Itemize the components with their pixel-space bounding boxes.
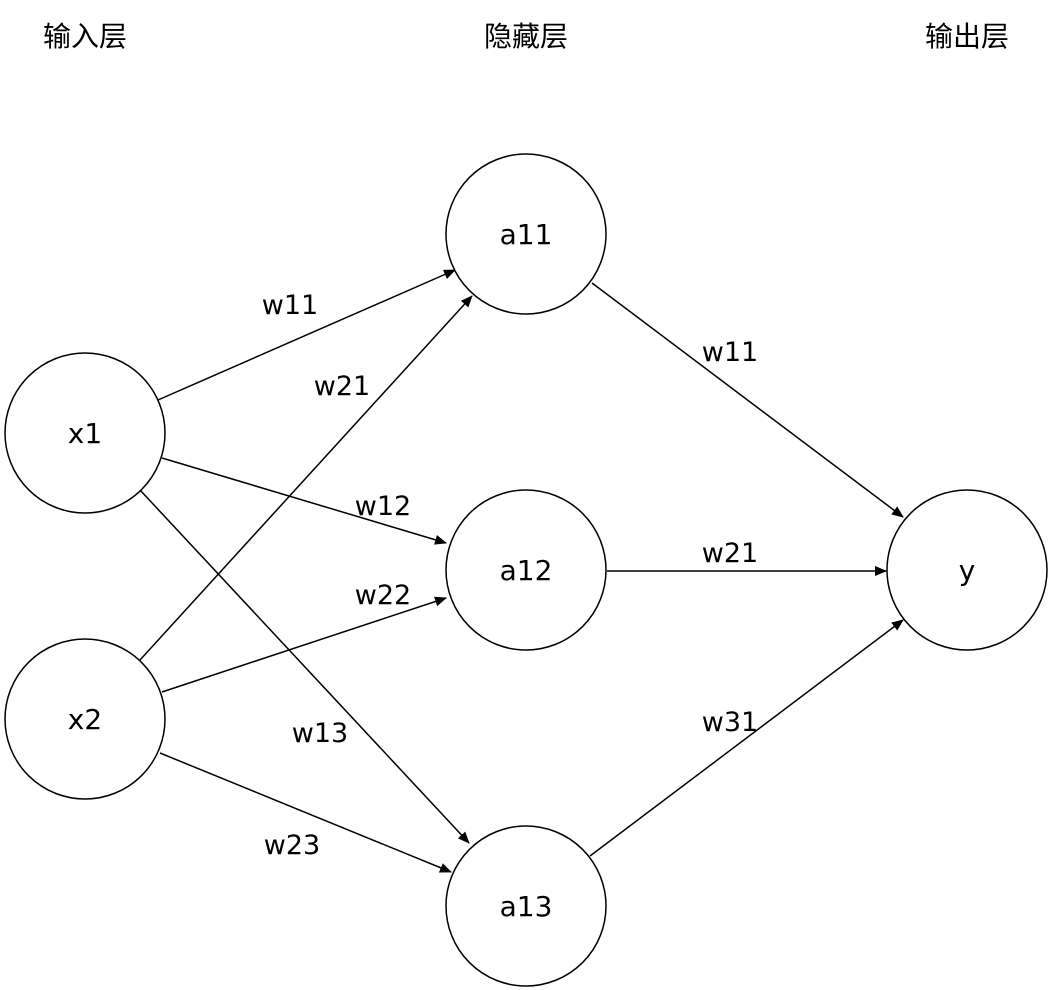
edge-label-x1-a13: w13	[292, 718, 348, 749]
edge-label-x2-a13: w23	[264, 830, 320, 861]
node-a13: a13	[445, 825, 607, 987]
layer-title-input: 输入层	[43, 20, 127, 53]
node-x2: x2	[4, 638, 166, 800]
node-x1: x1	[4, 352, 166, 514]
node-a13-label: a13	[500, 890, 553, 923]
edge-label-x1-a11: w11	[262, 290, 318, 321]
edge-label-a13-y: w31	[702, 707, 758, 738]
node-a11: a11	[445, 153, 607, 315]
node-x2-circle	[4, 638, 166, 800]
edge-x1-a12	[161, 457, 447, 545]
node-a12-circle	[445, 489, 607, 651]
edge-a11-y	[591, 282, 904, 518]
edge-label-x2-a12: w22	[355, 580, 411, 611]
node-x2-label: x2	[68, 703, 102, 736]
edge-x1-a13	[139, 489, 470, 844]
node-a12-label: a12	[500, 554, 553, 587]
edge-label-x2-a11: w21	[314, 371, 370, 402]
node-a11-label: a11	[500, 218, 553, 251]
edge-x2-a11	[139, 295, 473, 661]
edge-label-a11-y: w11	[702, 337, 758, 368]
node-y: y	[886, 489, 1048, 651]
layer-title-hidden: 隐藏层	[484, 20, 568, 53]
edge-a13-y	[589, 619, 904, 857]
node-a12: a12	[445, 489, 607, 651]
node-a11-circle	[445, 153, 607, 315]
node-a13-circle	[445, 825, 607, 987]
edge-x1-a11	[157, 269, 456, 401]
edge-label-a12-y: w21	[702, 538, 758, 569]
node-x1-label: x1	[68, 417, 102, 450]
edge-label-x1-a12: w12	[355, 491, 411, 522]
layer-title-output: 输出层	[925, 20, 1009, 53]
edge-x2-a12	[161, 596, 447, 693]
node-y-label: y	[959, 554, 976, 587]
edge-x2-a13	[159, 752, 452, 873]
node-x1-circle	[4, 352, 166, 514]
node-y-circle	[886, 489, 1048, 651]
